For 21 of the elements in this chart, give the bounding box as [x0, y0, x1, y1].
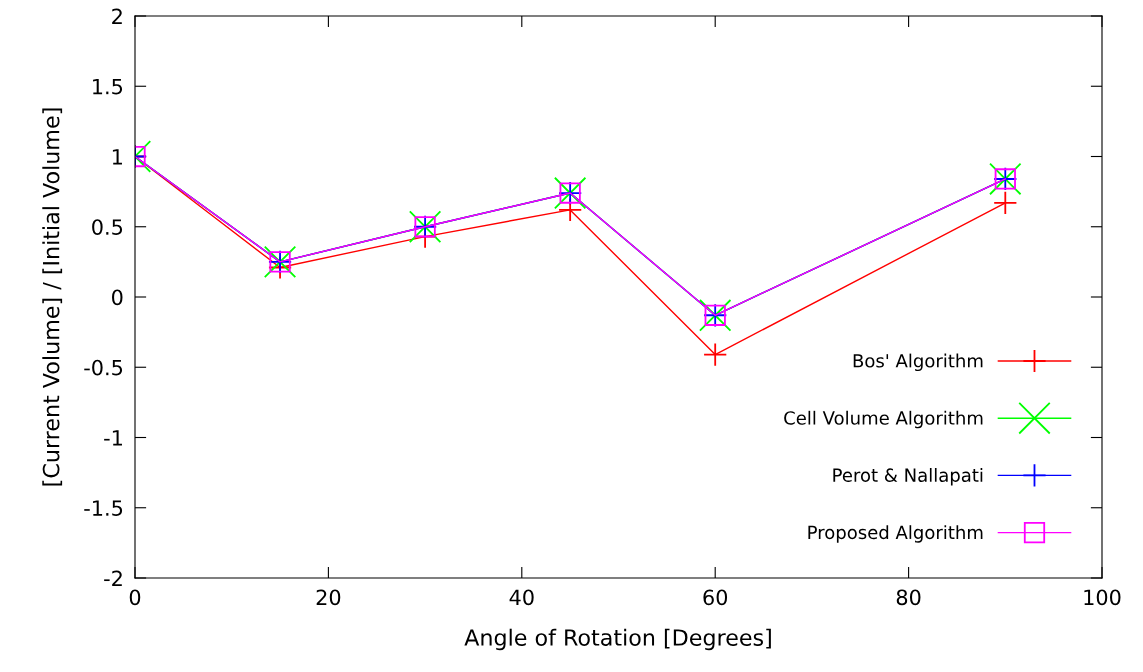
legend-label: Proposed Algorithm — [808, 525, 983, 543]
y-tick-label: 0 — [112, 289, 123, 306]
y-tick-label: -2 — [104, 570, 122, 586]
x-axis-title: Angle of Rotation [Degrees] — [464, 628, 771, 651]
y-tick-label: 1.5 — [93, 78, 123, 95]
legend-label: Cell Volume Algorithm — [784, 410, 983, 429]
x-tick-label: 40 — [509, 589, 534, 606]
y-tick-label: -1 — [104, 430, 122, 446]
legend-label: Perot & Nallapati — [833, 468, 983, 486]
y-tick-label: 2 — [112, 8, 122, 24]
y-tick-label: -0.5 — [84, 359, 123, 376]
legend-label: Bos' Algorithm — [853, 353, 983, 372]
y-tick-label: 1 — [112, 149, 122, 165]
y-axis-title: [Current Volume] / [Initial Volume] — [42, 108, 63, 486]
y-tick-label: 0.5 — [92, 219, 123, 235]
x-tick-label: 20 — [316, 589, 341, 606]
y-tick-label: -1.5 — [84, 500, 123, 516]
x-tick-label: 60 — [703, 589, 728, 606]
x-tick-label: 80 — [896, 589, 921, 606]
x-tick-label: 100 — [1084, 589, 1121, 606]
x-tick-label: 0 — [129, 589, 141, 606]
